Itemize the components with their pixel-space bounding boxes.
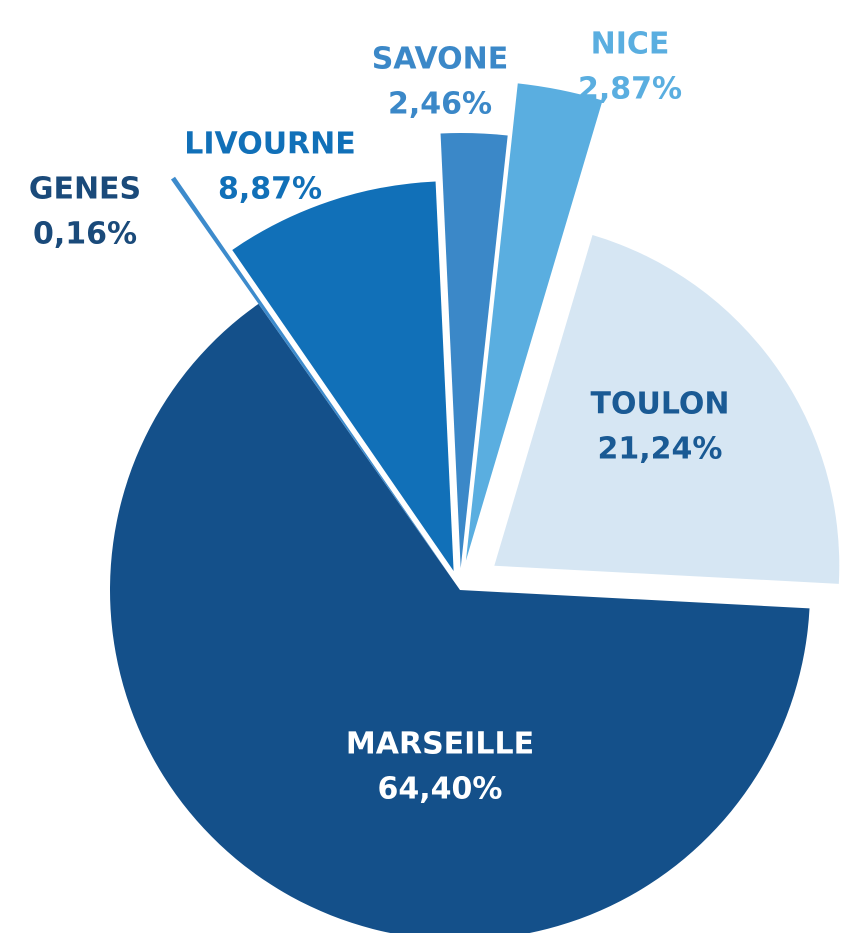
pie-slice xyxy=(440,133,508,569)
slice-name: SAVONE xyxy=(372,42,509,77)
pie-slice xyxy=(465,83,603,561)
slice-name: NICE xyxy=(591,27,670,62)
slice-value: 0,16% xyxy=(33,217,137,252)
slice-value: 2,87% xyxy=(578,72,682,107)
pie-slice xyxy=(110,303,810,933)
slice-value: 21,24% xyxy=(598,432,723,467)
pie-slice xyxy=(232,181,454,572)
slice-value: 64,40% xyxy=(378,772,503,807)
slice-value: 8,87% xyxy=(218,172,322,207)
slice-name: TOULON xyxy=(591,387,730,422)
slice-name: MARSEILLE xyxy=(346,727,534,762)
slice-name: GENES xyxy=(29,172,141,207)
pie-slice xyxy=(494,235,840,584)
pie-slice xyxy=(170,176,454,581)
slice-value: 2,46% xyxy=(388,87,492,122)
slice-name: LIVOURNE xyxy=(184,127,356,162)
